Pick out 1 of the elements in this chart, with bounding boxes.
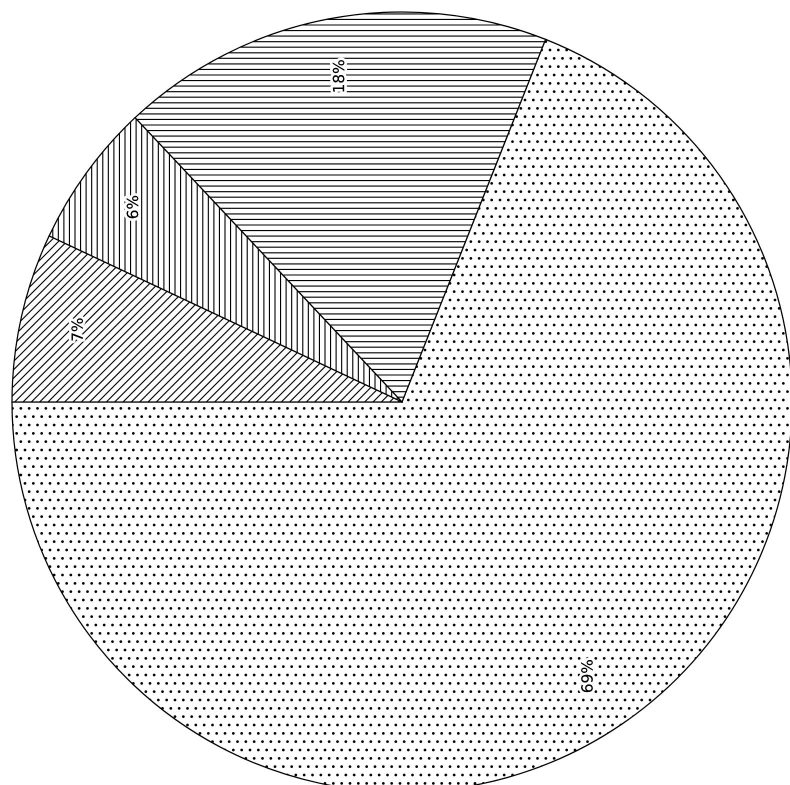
data-label: 69% <box>581 660 593 692</box>
